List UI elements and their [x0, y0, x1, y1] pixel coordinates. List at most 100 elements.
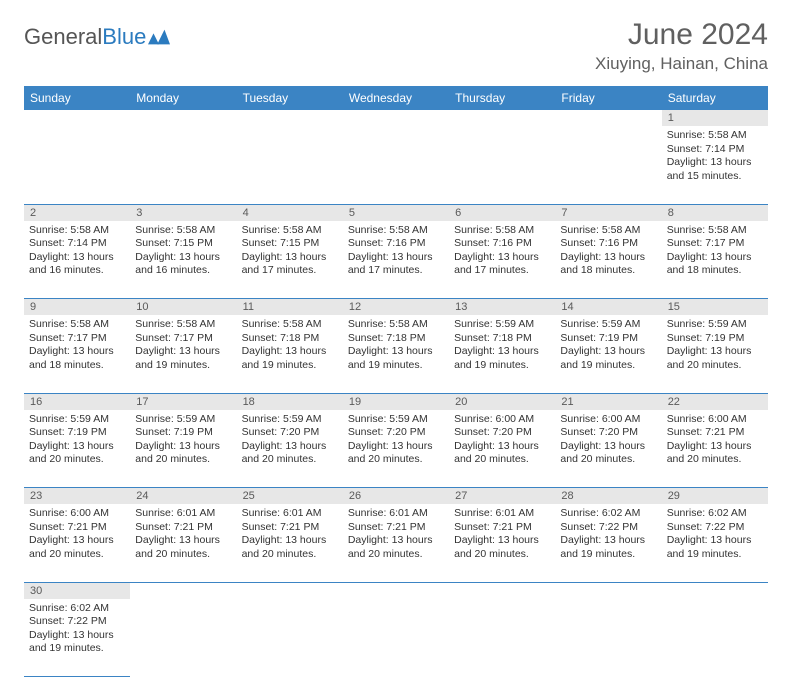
cell-sunset: Sunset: 7:14 PM	[667, 143, 763, 157]
calendar-cell: Sunrise: 5:58 AMSunset: 7:14 PMDaylight:…	[24, 221, 130, 299]
calendar-cell	[130, 599, 236, 677]
day-number	[449, 110, 555, 126]
cell-sunset: Sunset: 7:21 PM	[29, 521, 125, 535]
cell-sunset: Sunset: 7:16 PM	[454, 237, 550, 251]
cell-day1: Daylight: 13 hours	[29, 345, 125, 359]
day-number-row: 2345678	[24, 204, 768, 221]
cell-day2: and 19 minutes.	[348, 359, 444, 373]
cell-sunset: Sunset: 7:20 PM	[454, 426, 550, 440]
calendar-cell: Sunrise: 5:58 AMSunset: 7:17 PMDaylight:…	[662, 221, 768, 299]
cell-sunset: Sunset: 7:22 PM	[29, 615, 125, 629]
cell-day2: and 18 minutes.	[667, 264, 763, 278]
cell-sunset: Sunset: 7:21 PM	[667, 426, 763, 440]
calendar-cell	[130, 126, 236, 204]
cell-sunset: Sunset: 7:22 PM	[667, 521, 763, 535]
cell-day1: Daylight: 13 hours	[242, 251, 338, 265]
cell-day1: Daylight: 13 hours	[29, 440, 125, 454]
cell-sunset: Sunset: 7:21 PM	[242, 521, 338, 535]
cell-day2: and 20 minutes.	[348, 453, 444, 467]
cell-sunset: Sunset: 7:17 PM	[29, 332, 125, 346]
calendar-cell: Sunrise: 5:58 AMSunset: 7:18 PMDaylight:…	[237, 315, 343, 393]
cell-sunset: Sunset: 7:19 PM	[135, 426, 231, 440]
day-number: 23	[24, 488, 130, 505]
cell-sunset: Sunset: 7:16 PM	[560, 237, 656, 251]
day-number: 21	[555, 393, 661, 410]
calendar-cell: Sunrise: 6:01 AMSunset: 7:21 PMDaylight:…	[237, 504, 343, 582]
cell-day2: and 20 minutes.	[454, 453, 550, 467]
cell-day2: and 20 minutes.	[560, 453, 656, 467]
calendar-week-row: Sunrise: 5:59 AMSunset: 7:19 PMDaylight:…	[24, 410, 768, 488]
calendar-cell: Sunrise: 5:59 AMSunset: 7:19 PMDaylight:…	[555, 315, 661, 393]
cell-day2: and 19 minutes.	[560, 548, 656, 562]
cell-day1: Daylight: 13 hours	[454, 440, 550, 454]
cell-sunrise: Sunrise: 5:59 AM	[454, 318, 550, 332]
cell-sunrise: Sunrise: 6:02 AM	[560, 507, 656, 521]
calendar-cell	[662, 599, 768, 677]
calendar-cell: Sunrise: 5:59 AMSunset: 7:18 PMDaylight:…	[449, 315, 555, 393]
day-number: 16	[24, 393, 130, 410]
weekday-header: Sunday	[24, 86, 130, 110]
calendar-table: SundayMondayTuesdayWednesdayThursdayFrid…	[24, 86, 768, 677]
cell-day1: Daylight: 13 hours	[135, 251, 231, 265]
cell-day1: Daylight: 13 hours	[135, 345, 231, 359]
cell-sunrise: Sunrise: 6:00 AM	[29, 507, 125, 521]
cell-sunrise: Sunrise: 5:58 AM	[242, 318, 338, 332]
day-number	[130, 582, 236, 599]
cell-sunrise: Sunrise: 5:58 AM	[242, 224, 338, 238]
cell-sunrise: Sunrise: 5:59 AM	[242, 413, 338, 427]
cell-sunset: Sunset: 7:17 PM	[667, 237, 763, 251]
day-number: 2	[24, 204, 130, 221]
cell-day1: Daylight: 13 hours	[29, 629, 125, 643]
weekday-header: Thursday	[449, 86, 555, 110]
cell-sunrise: Sunrise: 5:58 AM	[667, 224, 763, 238]
cell-day1: Daylight: 13 hours	[560, 534, 656, 548]
day-number: 13	[449, 299, 555, 316]
cell-day1: Daylight: 13 hours	[454, 251, 550, 265]
cell-sunrise: Sunrise: 5:58 AM	[29, 318, 125, 332]
day-number	[449, 582, 555, 599]
day-number-row: 23242526272829	[24, 488, 768, 505]
title-block: June 2024 Xiuying, Hainan, China	[595, 18, 768, 74]
weekday-header: Tuesday	[237, 86, 343, 110]
day-number: 29	[662, 488, 768, 505]
calendar-cell: Sunrise: 5:59 AMSunset: 7:19 PMDaylight:…	[662, 315, 768, 393]
day-number	[555, 582, 661, 599]
calendar-week-row: Sunrise: 6:02 AMSunset: 7:22 PMDaylight:…	[24, 599, 768, 677]
cell-day2: and 19 minutes.	[667, 548, 763, 562]
calendar-cell: Sunrise: 5:58 AMSunset: 7:14 PMDaylight:…	[662, 126, 768, 204]
cell-sunrise: Sunrise: 5:59 AM	[667, 318, 763, 332]
cell-sunrise: Sunrise: 5:59 AM	[135, 413, 231, 427]
day-number: 14	[555, 299, 661, 316]
calendar-cell: Sunrise: 5:58 AMSunset: 7:17 PMDaylight:…	[130, 315, 236, 393]
calendar-cell: Sunrise: 5:58 AMSunset: 7:16 PMDaylight:…	[449, 221, 555, 299]
cell-day2: and 20 minutes.	[242, 453, 338, 467]
cell-sunset: Sunset: 7:16 PM	[348, 237, 444, 251]
calendar-cell	[449, 126, 555, 204]
cell-day1: Daylight: 13 hours	[348, 534, 444, 548]
cell-day1: Daylight: 13 hours	[667, 440, 763, 454]
day-number: 8	[662, 204, 768, 221]
cell-sunset: Sunset: 7:22 PM	[560, 521, 656, 535]
day-number: 15	[662, 299, 768, 316]
day-number: 28	[555, 488, 661, 505]
calendar-cell: Sunrise: 5:59 AMSunset: 7:20 PMDaylight:…	[237, 410, 343, 488]
location: Xiuying, Hainan, China	[595, 54, 768, 74]
cell-sunset: Sunset: 7:21 PM	[454, 521, 550, 535]
cell-sunset: Sunset: 7:18 PM	[242, 332, 338, 346]
cell-day1: Daylight: 13 hours	[135, 534, 231, 548]
cell-day1: Daylight: 13 hours	[242, 440, 338, 454]
day-number	[130, 110, 236, 126]
cell-sunrise: Sunrise: 6:02 AM	[667, 507, 763, 521]
calendar-cell: Sunrise: 6:00 AMSunset: 7:20 PMDaylight:…	[449, 410, 555, 488]
cell-day1: Daylight: 13 hours	[560, 345, 656, 359]
cell-day1: Daylight: 13 hours	[29, 251, 125, 265]
cell-day1: Daylight: 13 hours	[242, 534, 338, 548]
cell-sunrise: Sunrise: 5:58 AM	[667, 129, 763, 143]
cell-day2: and 17 minutes.	[454, 264, 550, 278]
calendar-cell: Sunrise: 5:58 AMSunset: 7:18 PMDaylight:…	[343, 315, 449, 393]
cell-day2: and 19 minutes.	[560, 359, 656, 373]
cell-day1: Daylight: 13 hours	[667, 251, 763, 265]
calendar-cell: Sunrise: 5:58 AMSunset: 7:16 PMDaylight:…	[343, 221, 449, 299]
cell-sunrise: Sunrise: 6:01 AM	[348, 507, 444, 521]
cell-sunset: Sunset: 7:19 PM	[667, 332, 763, 346]
